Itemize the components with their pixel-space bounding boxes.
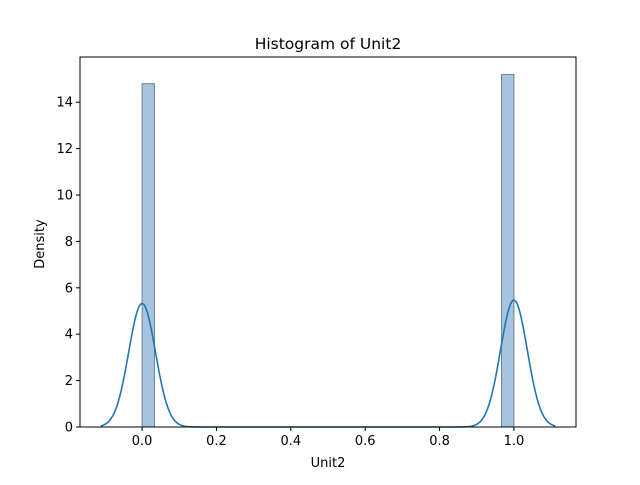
y-tick-label: 10 <box>56 189 73 204</box>
histogram-bar <box>141 83 155 428</box>
x-tick-label: 0.6 <box>355 434 376 449</box>
y-tick-label: 6 <box>65 281 73 296</box>
x-tick-label: 0.0 <box>132 434 153 449</box>
y-tick-label: 8 <box>65 235 73 250</box>
kde-density-line <box>100 299 556 428</box>
y-tick-label: 12 <box>56 142 73 157</box>
y-axis-label: Density <box>33 219 48 269</box>
x-axis-ticks: 0.0 0.2 0.4 0.6 0.8 1.0 <box>132 427 525 449</box>
y-tick-label: 2 <box>65 374 73 389</box>
x-tick-label: 0.8 <box>429 434 450 449</box>
y-tick-label: 4 <box>65 328 73 343</box>
x-tick-label: 0.2 <box>206 434 227 449</box>
y-axis-ticks: 0 2 4 6 8 10 12 14 <box>56 96 80 436</box>
chart-title: Histogram of Unit2 <box>255 35 402 53</box>
histogram-bar <box>501 73 515 428</box>
x-axis-label: Unit2 <box>311 456 346 471</box>
x-tick-label: 0.4 <box>280 434 301 449</box>
x-tick-label: 1.0 <box>504 434 525 449</box>
y-tick-label: 0 <box>65 421 73 436</box>
axes-frame <box>79 56 577 428</box>
y-tick-label: 14 <box>56 96 73 111</box>
plot-area <box>79 56 577 428</box>
